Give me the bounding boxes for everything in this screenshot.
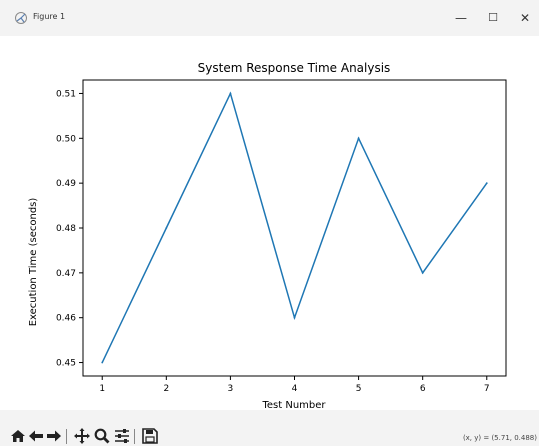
chart-title: System Response Time Analysis (198, 61, 391, 75)
data-point (357, 137, 360, 140)
navigation-toolbar: (x, y) = (5.71, 0.488) (0, 410, 539, 446)
forward-icon[interactable] (44, 427, 64, 445)
x-tick-label: 6 (420, 384, 426, 394)
close-button[interactable]: ✕ (519, 11, 531, 25)
data-point (229, 92, 232, 95)
data-point (293, 316, 296, 319)
plot-area-frame (82, 79, 507, 377)
data-point (101, 361, 104, 364)
x-axis-label: Test Number (261, 400, 326, 410)
save-icon[interactable] (140, 427, 160, 445)
data-point (165, 227, 168, 229)
data-point (485, 182, 488, 185)
x-tick-label: 2 (163, 384, 169, 394)
y-tick-label: 0.47 (56, 269, 76, 279)
x-tick-label: 1 (99, 384, 105, 394)
x-tick-label: 5 (356, 384, 362, 394)
y-tick-label: 0.51 (56, 89, 76, 99)
toolbar-separator (134, 429, 135, 444)
x-tick-label: 4 (292, 384, 298, 394)
y-tick-label: 0.50 (56, 134, 76, 144)
y-tick-label: 0.46 (56, 314, 76, 324)
figure-canvas[interactable]: System Response Time Analysis Test Numbe… (0, 36, 539, 410)
toolbar-separator (66, 429, 67, 444)
window-title: Figure 1 (33, 12, 66, 21)
window-titlebar: Figure 1 — ☐ ✕ (0, 0, 539, 36)
matplotlib-app-icon (15, 12, 27, 24)
pan-icon[interactable] (72, 427, 92, 445)
data-point (421, 271, 424, 274)
y-tick-label: 0.48 (56, 224, 76, 234)
y-axis-label: Execution Time (seconds) (28, 198, 39, 327)
y-tick-label: 0.45 (56, 359, 76, 369)
configure-subplots-icon[interactable] (112, 427, 132, 445)
line-chart: System Response Time Analysis Test Numbe… (0, 36, 539, 410)
cursor-coordinates: (x, y) = (5.71, 0.488) (462, 434, 537, 442)
maximize-button[interactable]: ☐ (488, 11, 498, 24)
x-tick-label: 7 (484, 384, 490, 394)
back-icon[interactable] (26, 427, 46, 445)
y-tick-label: 0.49 (56, 179, 76, 189)
x-tick-label: 3 (228, 384, 234, 394)
home-icon[interactable] (8, 427, 28, 445)
minimize-button[interactable]: — (455, 11, 467, 25)
zoom-icon[interactable] (92, 427, 112, 445)
